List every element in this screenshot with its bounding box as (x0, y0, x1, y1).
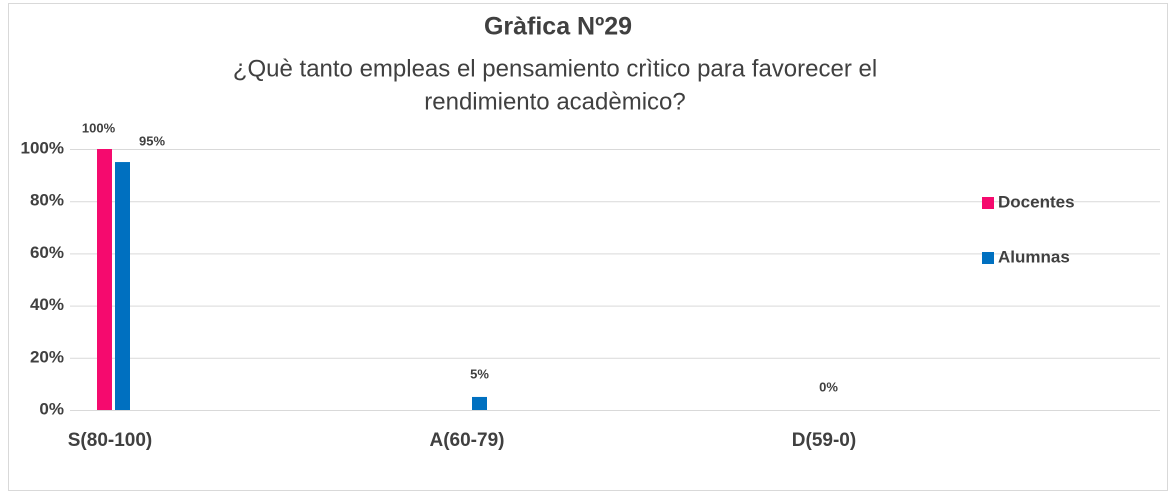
data-label: 100% (82, 120, 116, 135)
chart-title: Gràfica Nº29 (484, 13, 632, 41)
bar (472, 396, 487, 410)
data-label: 95% (139, 133, 165, 148)
legend-swatch (982, 197, 994, 209)
legend-swatch (982, 252, 994, 264)
y-tick-label: 80% (30, 191, 64, 210)
data-label: 0% (819, 379, 838, 394)
x-tick-label: A(60-79) (430, 430, 505, 451)
y-tick-label: 40% (30, 295, 64, 314)
x-tick-label: D(59-0) (792, 430, 856, 451)
bar (97, 149, 112, 410)
chart-subtitle: rendimiento acadèmico? (424, 88, 685, 115)
bar (115, 162, 130, 410)
chart-frame (8, 3, 1168, 491)
legend-label: Alumnas (998, 247, 1070, 266)
x-tick-label: S(80-100) (68, 430, 153, 451)
y-tick-label: 60% (30, 243, 64, 262)
legend-label: Docentes (998, 192, 1075, 211)
chart-subtitle: ¿Què tanto empleas el pensamiento crìtic… (233, 55, 877, 82)
y-tick-label: 100% (21, 138, 64, 157)
y-tick-label: 0% (39, 399, 64, 418)
data-label: 5% (470, 366, 489, 381)
y-tick-label: 20% (30, 347, 64, 366)
